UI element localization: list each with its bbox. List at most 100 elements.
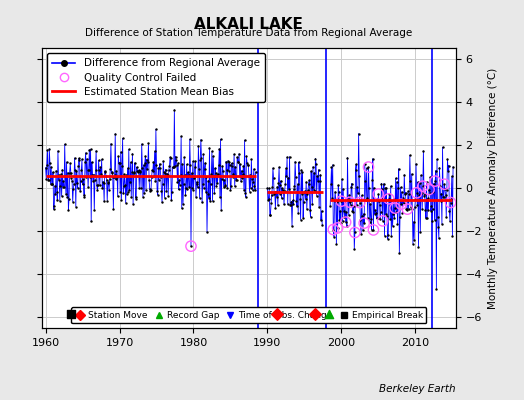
- Point: [163, 170, 171, 177]
- Point: [77, 167, 85, 174]
- Point: [416, 228, 424, 235]
- Point: [168, 164, 177, 170]
- Point: [152, 162, 161, 168]
- Point: [139, 162, 148, 168]
- Point: [171, 163, 179, 170]
- Point: [184, 172, 193, 178]
- Point: [226, 162, 234, 168]
- Point: [227, 160, 236, 166]
- Point: [49, 206, 58, 212]
- Point: [305, 207, 314, 213]
- Point: [83, 167, 92, 173]
- Point: [301, 196, 310, 202]
- Point: [326, 181, 335, 188]
- Point: [422, 215, 430, 221]
- Point: [101, 168, 110, 175]
- Point: [115, 160, 123, 166]
- Point: [402, 207, 411, 214]
- Point: [315, 178, 324, 184]
- Point: [302, 179, 310, 185]
- Point: [52, 188, 61, 195]
- Point: [67, 170, 75, 176]
- Point: [408, 171, 416, 177]
- Point: [392, 179, 401, 185]
- Point: [143, 156, 151, 163]
- Point: [404, 188, 412, 194]
- Point: [310, 170, 319, 176]
- Point: [100, 180, 108, 186]
- Point: [429, 188, 438, 195]
- Point: [252, 169, 260, 175]
- Point: [446, 199, 455, 206]
- Point: [357, 231, 365, 238]
- Point: [419, 183, 427, 190]
- Point: [175, 177, 183, 184]
- Point: [263, 185, 271, 191]
- Point: [312, 193, 321, 199]
- Point: [293, 203, 301, 210]
- Point: [238, 171, 247, 178]
- Point: [243, 159, 251, 166]
- Point: [376, 216, 385, 222]
- Point: [224, 168, 233, 174]
- Point: [380, 233, 389, 239]
- Point: [445, 208, 454, 214]
- Point: [115, 159, 124, 166]
- Point: [328, 195, 336, 202]
- Point: [226, 187, 235, 194]
- Point: [409, 218, 418, 225]
- Point: [177, 133, 185, 140]
- Point: [433, 156, 441, 163]
- Point: [298, 190, 306, 197]
- Y-axis label: Monthly Temperature Anomaly Difference (°C): Monthly Temperature Anomaly Difference (…: [488, 67, 498, 309]
- Point: [389, 211, 397, 217]
- Point: [335, 189, 343, 195]
- Point: [104, 180, 112, 187]
- Point: [440, 181, 449, 188]
- Point: [202, 189, 210, 195]
- Point: [434, 224, 442, 230]
- Point: [112, 168, 121, 174]
- Point: [286, 202, 294, 208]
- Point: [403, 206, 411, 212]
- Point: [231, 183, 239, 190]
- Point: [332, 241, 341, 248]
- Point: [420, 193, 428, 199]
- Point: [265, 196, 273, 203]
- Point: [241, 190, 249, 197]
- Point: [159, 158, 168, 164]
- Point: [42, 162, 51, 168]
- Point: [158, 199, 166, 206]
- Point: [271, 205, 280, 211]
- Point: [235, 150, 243, 157]
- Point: [372, 210, 380, 216]
- Point: [172, 156, 180, 163]
- Point: [210, 190, 219, 196]
- Point: [119, 183, 128, 189]
- Point: [109, 206, 117, 212]
- Point: [151, 126, 160, 132]
- Point: [102, 177, 111, 183]
- Point: [52, 168, 60, 174]
- Point: [86, 174, 94, 180]
- Point: [415, 192, 423, 198]
- Point: [209, 153, 217, 159]
- Point: [81, 159, 89, 165]
- Point: [144, 140, 152, 147]
- Point: [318, 222, 326, 228]
- Point: [430, 216, 439, 223]
- Point: [89, 178, 97, 184]
- Point: [388, 198, 396, 204]
- Point: [391, 205, 399, 211]
- Point: [182, 161, 191, 168]
- Point: [447, 173, 456, 180]
- Point: [194, 142, 203, 149]
- Point: [373, 196, 381, 202]
- Point: [67, 175, 75, 181]
- Point: [99, 178, 107, 185]
- Point: [154, 192, 162, 198]
- Point: [184, 169, 192, 176]
- Point: [123, 165, 132, 171]
- Point: [285, 186, 293, 192]
- Point: [443, 186, 451, 193]
